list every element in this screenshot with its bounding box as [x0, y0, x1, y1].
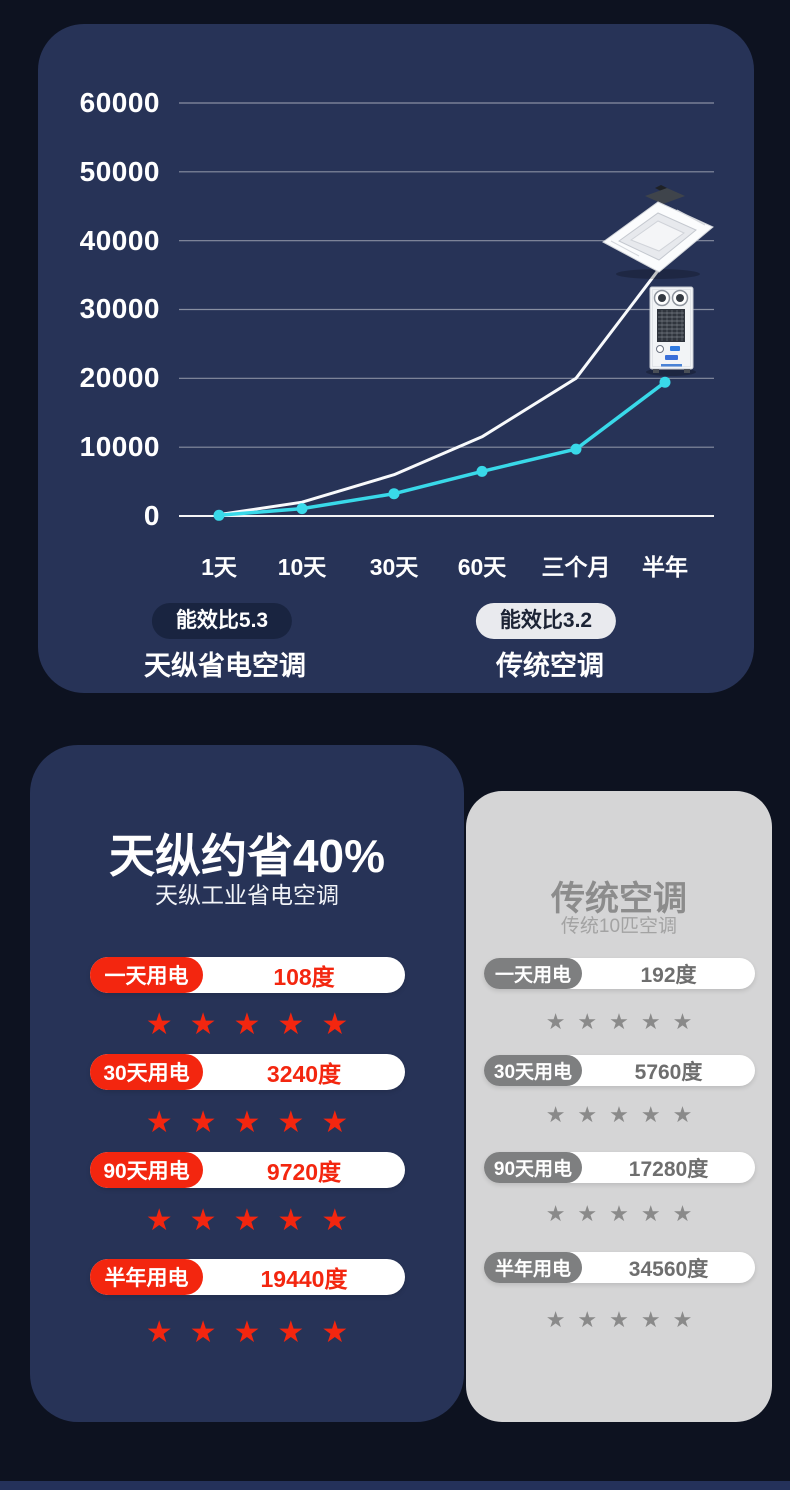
traditional-ac-card: 传统空调 传统10匹空调 一天用电 192度 ★★★★★ 30天用电 5760度… — [466, 791, 772, 1422]
usage-value: 17280度 — [628, 1157, 709, 1181]
usage-label-pill: 90天用电 — [484, 1152, 582, 1183]
x-axis-tick: 三个月 — [541, 554, 611, 580]
usage-value: 192度 — [640, 963, 697, 987]
efficiency-badge-saving: 能效比5.3 — [151, 603, 293, 639]
gridlines — [179, 102, 714, 517]
y-axis-tick: 30000 — [79, 293, 160, 324]
saving-card-title: 天纵约省40% — [108, 830, 386, 882]
efficiency-badge-traditional: 能效比3.2 — [475, 603, 617, 639]
x-axis-tick: 1天 — [201, 554, 237, 580]
star-rating: ★★★★★ — [545, 1102, 705, 1127]
legend-label-saving-ac: 天纵省电空调 — [144, 651, 306, 681]
usage-label-pill: 半年用电 — [484, 1252, 582, 1283]
traditional-card-title: 传统空调 — [551, 880, 687, 918]
y-axis-tick: 20000 — [79, 362, 160, 393]
usage-bar-halfyear: 半年用电 19440度 — [90, 1259, 405, 1295]
usage-bar-1day: 一天用电 192度 — [484, 958, 755, 989]
y-axis-tick: 40000 — [79, 225, 160, 256]
y-axis-tick: 10000 — [79, 431, 160, 462]
y-axis-tick: 60000 — [79, 87, 160, 118]
usage-value: 9720度 — [266, 1159, 342, 1185]
y-axis-tick: 0 — [143, 500, 160, 531]
star-rating: ★★★★★ — [145, 1106, 366, 1139]
usage-label-pill: 一天用电 — [484, 958, 582, 989]
usage-label-pill: 半年用电 — [90, 1259, 203, 1295]
x-axis-tick: 30天 — [369, 554, 419, 580]
y-axis-tick: 50000 — [79, 156, 160, 187]
star-rating: ★★★★★ — [145, 1008, 366, 1041]
usage-label-pill: 90天用电 — [90, 1152, 203, 1188]
star-rating: ★★★★★ — [545, 1201, 705, 1226]
ceiling-cassette-ac-image — [602, 185, 714, 279]
saving-ac-card: 天纵约省40% 天纵工业省电空调 一天用电 108度 ★★★★★ 30天用电 3… — [30, 745, 464, 1422]
star-rating: ★★★★★ — [145, 1204, 366, 1237]
usage-value: 108度 — [273, 964, 335, 990]
x-axis-tick: 60天 — [457, 554, 507, 580]
usage-bar-90day: 90天用电 17280度 — [484, 1152, 755, 1183]
saving-card-subtitle: 天纵工业省电空调 — [155, 882, 339, 908]
legend-label-traditional-ac: 传统空调 — [496, 651, 604, 681]
x-axis-tick: 10天 — [277, 554, 327, 580]
floor-standing-ac-image — [646, 286, 696, 376]
usage-value: 34560度 — [628, 1257, 709, 1281]
star-rating: ★★★★★ — [145, 1316, 366, 1349]
usage-value: 5760度 — [634, 1060, 703, 1084]
star-rating: ★★★★★ — [545, 1307, 705, 1332]
next-section-edge — [0, 1481, 790, 1490]
usage-label-pill: 一天用电 — [90, 957, 203, 993]
line-chart — [179, 102, 714, 521]
consumption-chart-panel: 60000 50000 40000 30000 20000 10000 0 1天… — [38, 24, 754, 693]
series-markers — [213, 376, 671, 521]
usage-bar-halfyear: 半年用电 34560度 — [484, 1252, 755, 1283]
usage-value: 19440度 — [260, 1266, 348, 1292]
usage-label-pill: 30天用电 — [90, 1054, 203, 1090]
traditional-card-subtitle: 传统10匹空调 — [560, 916, 678, 937]
star-rating: ★★★★★ — [545, 1009, 705, 1034]
series-lines — [217, 259, 667, 518]
usage-bar-30day: 30天用电 3240度 — [90, 1054, 405, 1090]
usage-value: 3240度 — [266, 1061, 342, 1087]
usage-bar-30day: 30天用电 5760度 — [484, 1055, 755, 1086]
usage-bar-90day: 90天用电 9720度 — [90, 1152, 405, 1188]
usage-bar-1day: 一天用电 108度 — [90, 957, 405, 993]
usage-label-pill: 30天用电 — [484, 1055, 582, 1086]
x-axis-tick: 半年 — [642, 554, 688, 580]
